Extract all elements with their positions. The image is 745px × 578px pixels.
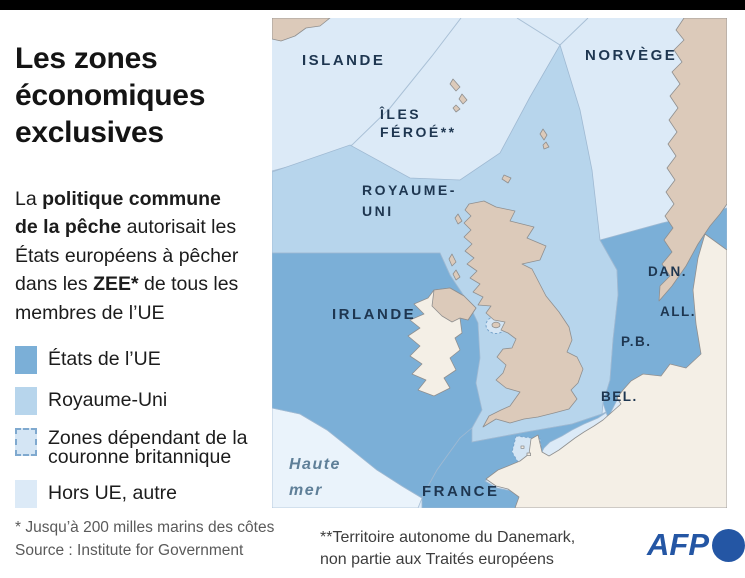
footnote-asterisk: * Jusqu’à 200 milles marins des côtes: [15, 519, 275, 536]
map-label-belgium: BEL.: [601, 389, 638, 404]
map-label-uk-line2: UNI: [362, 203, 394, 219]
afp-logo: AFP: [647, 528, 745, 562]
intro-paragraph: La politique commune de la pêche autorisa…: [15, 185, 271, 328]
legend-swatch: [15, 480, 37, 508]
legend-item: Royaume-Uni: [15, 387, 271, 415]
footnotes: * Jusqu’à 200 milles marins des côtes So…: [15, 516, 275, 562]
page-title-line: Les zones: [15, 42, 158, 76]
intro-segment: politique commune: [42, 187, 221, 210]
land-shetland-orkney: [501, 128, 550, 184]
map-label-ireland: IRLANDE: [332, 306, 416, 323]
legend-label: États de l’UE: [48, 348, 161, 370]
legend-swatch: [15, 387, 37, 415]
top-black-bar: [0, 0, 745, 10]
legend-label: Hors UE, autre: [48, 482, 177, 504]
map-label-high-sea-line1: Haute: [289, 456, 341, 473]
land-channel-islands: [520, 445, 531, 456]
legend: États de l’UE Royaume-Uni Zones dépendant …: [15, 346, 271, 521]
land-norway: [658, 18, 727, 302]
afp-logo-circle-icon: [712, 528, 745, 562]
map-label-denmark: DAN.: [648, 264, 687, 279]
map-label-france: FRANCE: [422, 483, 500, 500]
legend-label: Zones dépendant de la couronne britanniq…: [48, 427, 248, 468]
legend-item: Hors UE, autre: [15, 480, 271, 508]
land-non-eu: [272, 18, 727, 428]
legend-swatch: [15, 428, 37, 456]
land-iceland: [272, 18, 331, 42]
map-footnote: **Territoire autonome du Danemark, non p…: [320, 527, 650, 571]
afp-logo-text: AFP: [647, 527, 709, 562]
map-footnote-line2: non partie aux Traités européens: [320, 551, 554, 568]
intro-segment: La: [15, 187, 43, 210]
map-label-norway: NORVÈGE: [585, 47, 677, 64]
map-label-faroe-line2: FÉROÉ**: [380, 124, 457, 140]
map-label-faroe-line1: ÎLES: [379, 105, 421, 122]
land-great-britain: [463, 200, 584, 428]
land-hebrides: [448, 213, 463, 281]
intro-segment: États européens à pêcher: [15, 244, 239, 267]
page-title: Les zones économiques exclusives: [15, 40, 270, 151]
land-continent: [485, 233, 727, 508]
legend-item: Zones dépendant de la couronne britanniq…: [15, 428, 271, 467]
intro-segment: membres de l’UE: [15, 301, 165, 324]
map-label-germany: ALL.: [660, 304, 696, 319]
footnote-source: Source : Institute for Government: [15, 542, 244, 559]
intro-segment: de la pêche: [15, 216, 122, 239]
map-footnote-line1: **Territoire autonome du Danemark,: [320, 529, 576, 546]
map-label-uk-line1: ROYAUME-: [362, 182, 457, 198]
zone-france-eez: [421, 409, 611, 508]
land-northern-ireland: [431, 287, 477, 323]
map-label-high-sea-line2: mer: [289, 482, 323, 499]
map-label-iceland: ISLANDE: [302, 52, 385, 69]
legend-item: États de l’UE: [15, 346, 271, 374]
intro-segment: ZEE*: [93, 273, 139, 296]
legend-swatch: [15, 346, 37, 374]
land-faroe-islands: [449, 78, 468, 113]
intro-segment: de tous les: [138, 273, 239, 296]
map-label-netherlands: P.B.: [621, 334, 652, 349]
page-title-line: exclusives: [15, 116, 164, 150]
land-isle-of-man: [491, 321, 501, 329]
eez-map: ISLANDE ÎLES FÉROÉ** NORVÈGE ROYAUME- UN…: [272, 18, 727, 508]
legend-label: Royaume-Uni: [48, 389, 168, 411]
intro-segment: autorisait les: [121, 216, 237, 239]
page-title-line: économiques: [15, 79, 206, 113]
intro-segment: dans les: [15, 273, 94, 296]
